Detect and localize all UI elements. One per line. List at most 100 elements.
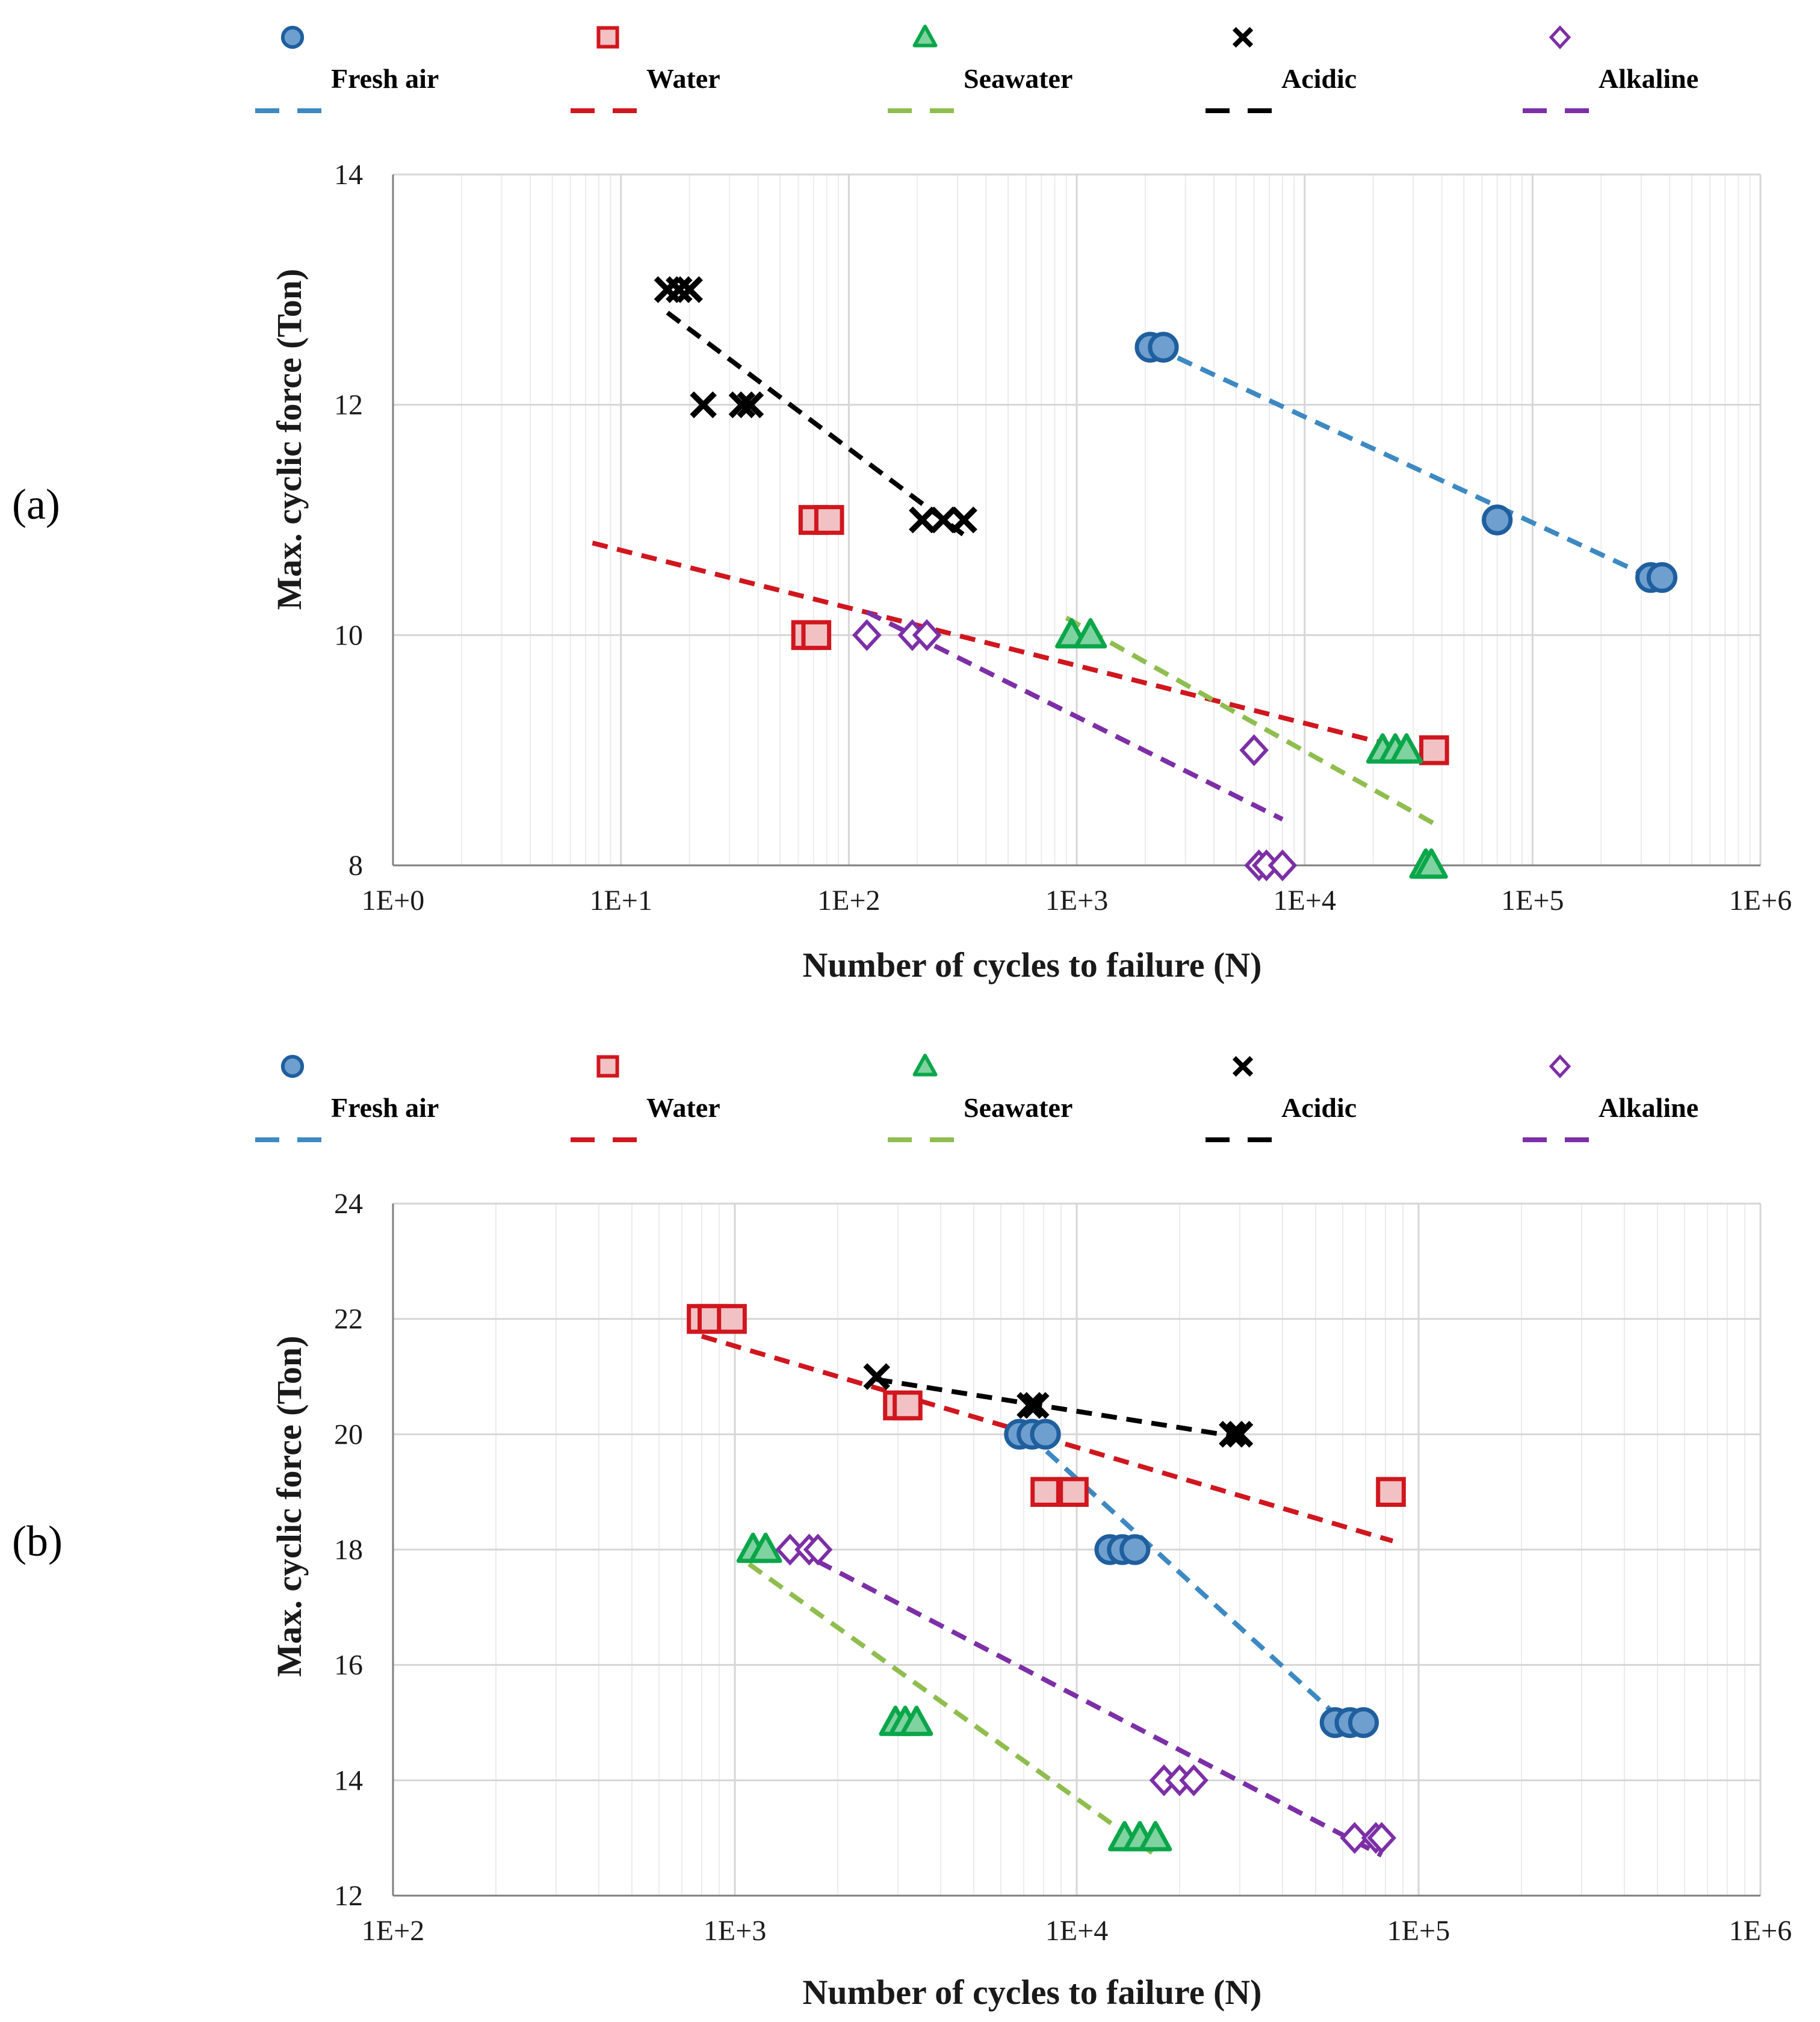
alkaline-point <box>775 1533 805 1566</box>
x-tick-label: 1E+2 <box>817 885 880 917</box>
y-axis-title: Max. cyclic force (Ton) <box>270 269 309 610</box>
fresh-air-point <box>1646 562 1678 593</box>
water-point <box>717 1303 747 1334</box>
water-trend-line <box>592 540 1435 759</box>
legend-label: Fresh air <box>331 1092 439 1123</box>
fresh-air-point <box>1030 1418 1061 1450</box>
alkaline-point <box>852 619 882 651</box>
panel-label: (a) <box>12 480 60 528</box>
alkaline-point <box>912 619 942 651</box>
legend-label: Fresh air <box>331 63 439 94</box>
panel-b: (b) Fresh air Water Seawater Acidic Alkaline… <box>12 1053 1792 2012</box>
legend: Fresh air Water Seawater Acidic Alkaline <box>255 1053 1698 1142</box>
y-tick-label: 12 <box>334 1880 363 1912</box>
legend-label: Seawater <box>964 63 1072 94</box>
y-tick-label: 10 <box>334 619 363 651</box>
legend-label: Acidic <box>1281 63 1357 94</box>
legend-label: Alkaline <box>1599 63 1698 94</box>
alkaline-point <box>1367 1822 1397 1854</box>
alkaline-trend-line <box>865 610 1284 822</box>
data-points <box>654 276 1678 882</box>
legend-marker <box>596 1055 619 1078</box>
legend-marker <box>1549 1054 1571 1078</box>
water-point <box>1376 1477 1406 1507</box>
trend-lines <box>592 311 1652 827</box>
legend-label: Seawater <box>964 1092 1072 1123</box>
acidic-point <box>1219 1421 1246 1448</box>
legend: Fresh air Water Seawater Acidic Alkaline <box>255 24 1698 113</box>
water-point <box>814 505 844 535</box>
x-tick-label: 1E+3 <box>704 1915 766 1947</box>
x-tick-label: 1E+5 <box>1387 1915 1450 1947</box>
y-tick-label: 14 <box>334 1764 363 1796</box>
acidic-point <box>1017 1392 1044 1419</box>
water-point <box>1419 735 1449 765</box>
legend-marker <box>280 25 305 49</box>
plot-grid <box>392 173 1762 867</box>
y-tick-label: 24 <box>334 1188 363 1220</box>
y-tick-label: 22 <box>334 1303 363 1335</box>
alkaline-point <box>1239 734 1269 767</box>
legend-marker <box>280 1054 305 1078</box>
y-tick-label: 20 <box>334 1418 363 1450</box>
legend-item-acidic: Acidic <box>1206 1056 1357 1142</box>
seawater-point <box>1414 848 1448 879</box>
acidic-point <box>930 506 957 534</box>
data-points <box>687 1303 1406 1854</box>
x-tick-label: 1E+2 <box>362 1915 424 1947</box>
seawater-point <box>900 1705 933 1736</box>
legend-item-water: Water <box>571 1055 720 1142</box>
x-tick-label: 1E+6 <box>1729 1915 1792 1947</box>
legend-item-acidic: Acidic <box>1206 26 1357 113</box>
alkaline-trend-line <box>794 1547 1383 1858</box>
y-tick-label: 16 <box>334 1649 363 1681</box>
acidic-trend-line <box>666 311 969 539</box>
x-axis-title: Number of cycles to failure (N) <box>803 1973 1262 2012</box>
seawater-point <box>1074 618 1107 649</box>
x-tick-label: 1E+5 <box>1501 885 1564 917</box>
legend-item-alkaline: Alkaline <box>1523 25 1698 113</box>
seawater-point <box>749 1532 782 1563</box>
panel-a: (a) Fresh air Water Seawater Acidic Alkaline… <box>12 24 1792 985</box>
tick-labels: 1E+2 1E+3 1E+4 1E+5 1E+6 12 14 16 18 20 22 24 <box>334 1188 1792 1947</box>
seawater-trend-line <box>748 1562 1162 1860</box>
legend-item-alkaline: Alkaline <box>1523 1054 1698 1142</box>
y-tick-label: 14 <box>334 159 363 191</box>
legend-marker <box>912 1053 938 1077</box>
water-point <box>1030 1477 1060 1507</box>
acidic-trend-line <box>876 1377 1240 1440</box>
alkaline-point <box>1340 1822 1370 1854</box>
acidic-point <box>690 391 717 418</box>
x-tick-label: 1E+1 <box>589 885 652 917</box>
alkaline-point <box>1268 849 1298 882</box>
x-tick-label: 1E+0 <box>362 885 424 917</box>
legend-label: Acidic <box>1281 1092 1357 1123</box>
y-tick-label: 18 <box>334 1534 363 1566</box>
legend-label: Water <box>646 63 720 94</box>
acidic-point <box>1226 1421 1254 1448</box>
x-tick-label: 1E+6 <box>1729 885 1792 917</box>
seawater-point <box>1390 733 1423 764</box>
legend-item-fresh-air: Fresh air <box>255 1054 439 1142</box>
acidic-point <box>863 1363 890 1390</box>
fresh-air-point <box>1348 1707 1379 1739</box>
legend-marker <box>912 24 938 48</box>
alkaline-point <box>803 1533 833 1566</box>
acidic-point <box>1023 1392 1050 1419</box>
fresh-air-point <box>1119 1534 1151 1565</box>
legend-item-seawater: Seawater <box>888 24 1072 113</box>
legend-marker <box>1232 26 1254 48</box>
alkaline-point <box>1179 1764 1209 1796</box>
water-point <box>801 620 832 651</box>
fresh-air-trend-line <box>1153 345 1652 580</box>
legend-item-fresh-air: Fresh air <box>255 25 439 113</box>
y-axis-title: Max. cyclic force (Ton) <box>270 1336 309 1677</box>
x-tick-label: 1E+4 <box>1045 1915 1108 1947</box>
legend-item-seawater: Seawater <box>888 1053 1072 1142</box>
fresh-air-point <box>1482 504 1513 536</box>
plot-grid <box>392 1202 1762 1897</box>
legend-marker <box>1232 1056 1254 1077</box>
legend-label: Alkaline <box>1599 1092 1698 1123</box>
x-tick-label: 1E+3 <box>1045 885 1108 917</box>
